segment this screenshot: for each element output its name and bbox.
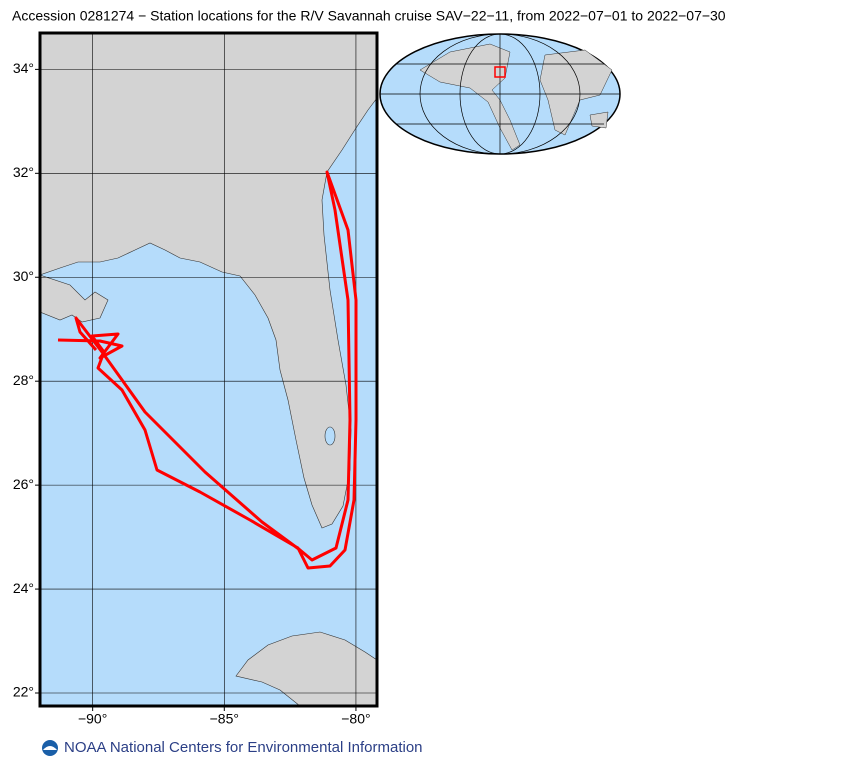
title: Accession 0281274 − Station locations fo… — [12, 8, 726, 24]
frame-border — [38, 31, 379, 708]
y-tick-label: 34° — [13, 60, 34, 76]
y-tick-label: 30° — [13, 268, 34, 284]
footer-text: NOAA National Centers for Environmental … — [64, 739, 423, 756]
cruise-track — [57, 170, 358, 570]
map-frame — [38, 31, 379, 708]
inset-globe — [379, 33, 621, 155]
y-tick-label: 24° — [13, 580, 34, 596]
footer: NOAA National Centers for Environmental … — [42, 739, 423, 756]
land-north-america — [40, 33, 377, 529]
y-tick-label: 32° — [13, 164, 34, 180]
y-tick-label: 28° — [13, 372, 34, 388]
y-tick-label: 22° — [13, 684, 34, 700]
lake — [324, 426, 336, 446]
x-tick-label: −90° — [78, 711, 107, 727]
graticule — [40, 33, 377, 706]
land-cuba — [235, 631, 377, 706]
x-tick-label: −85° — [210, 711, 239, 727]
y-tick-label: 26° — [13, 476, 34, 492]
land-delta — [40, 274, 109, 323]
x-tick-label: −80° — [341, 711, 370, 727]
